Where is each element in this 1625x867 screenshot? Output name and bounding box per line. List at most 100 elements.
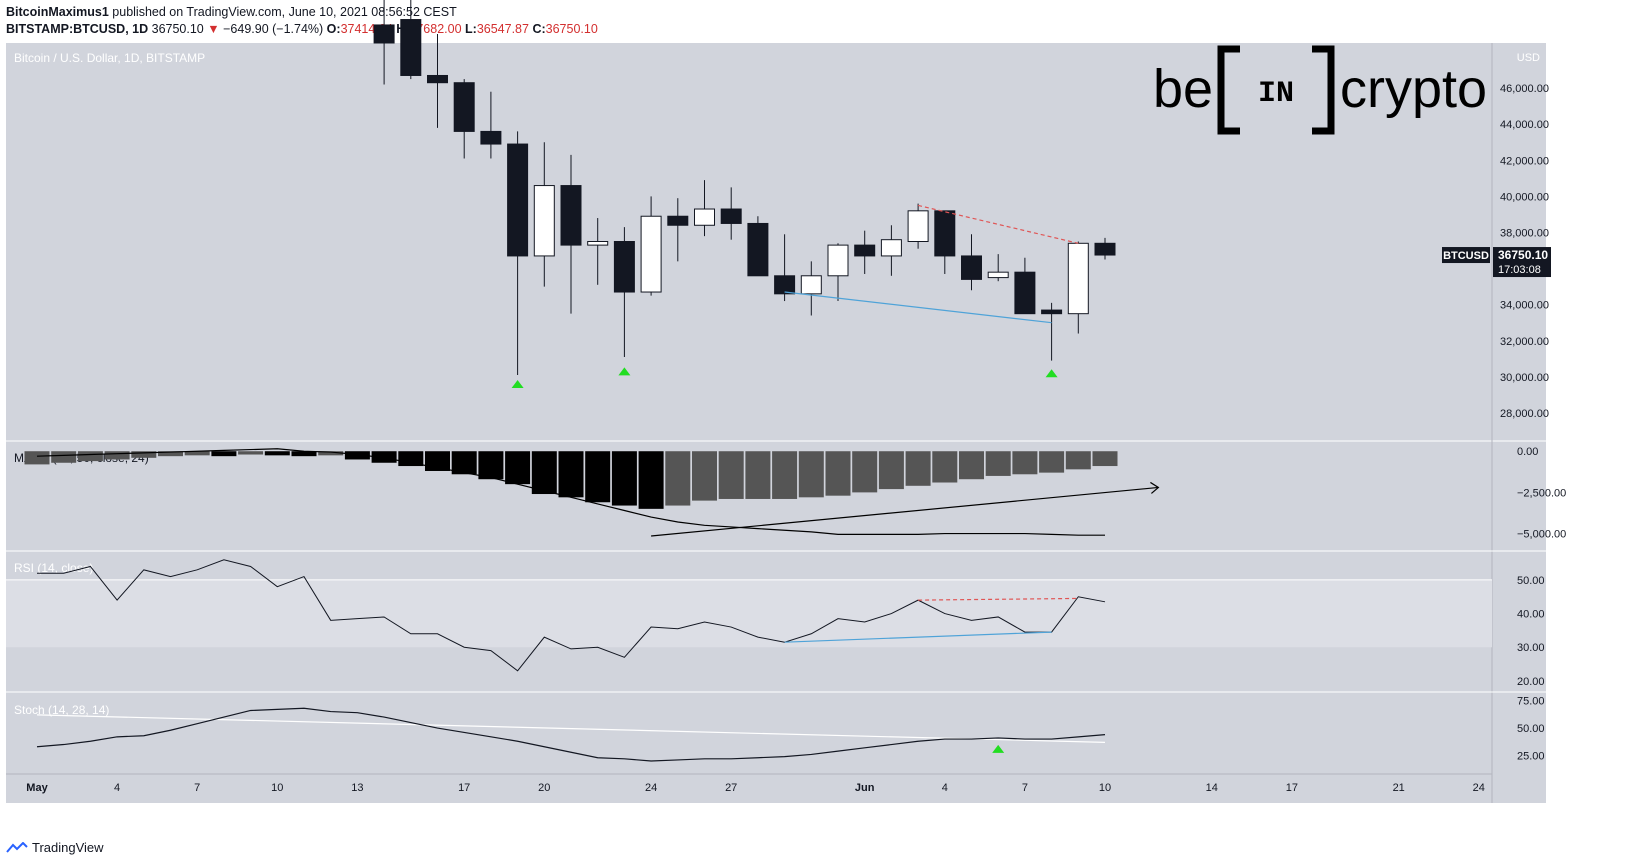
open-label: O: xyxy=(326,22,341,36)
time-tick-label: May xyxy=(26,782,48,794)
price-tick-label: 32,000.00 xyxy=(1500,336,1549,348)
macd-histogram-bar xyxy=(558,451,584,498)
time-tick-label: 4 xyxy=(114,782,120,794)
macd-histogram-bar xyxy=(344,451,370,460)
macd-histogram-bar xyxy=(932,451,958,483)
macd-histogram-bar xyxy=(398,451,424,467)
macd-histogram-bar xyxy=(878,451,904,490)
time-tick-label: Jun xyxy=(855,782,875,794)
price-tag-box xyxy=(1493,247,1551,278)
macd-histogram-bar xyxy=(1092,451,1118,467)
macd-histogram-bar xyxy=(505,451,531,485)
time-tick-label: 21 xyxy=(1393,782,1405,794)
rsi-support-trendline xyxy=(784,631,1052,643)
price-tag: BTCUSD 36750.10 17:03:08 xyxy=(1442,247,1551,278)
candle-body xyxy=(1067,242,1089,315)
time-tick-label: 10 xyxy=(271,782,283,794)
macd-histogram-bar xyxy=(478,451,504,480)
macd-pane[interactable]: MACD (21, 50, close, 24)0.00−2,500.00−5,… xyxy=(6,446,1566,552)
beincrypto-logo: be IN crypto xyxy=(1153,44,1487,136)
macd-histogram-bar xyxy=(772,451,798,499)
price-tick-label: 28,000.00 xyxy=(1500,408,1549,420)
stoch-k-line xyxy=(36,707,1106,762)
rsi-pane[interactable]: RSI (14, close) 20.00 30.00 40.00 50.00 xyxy=(6,559,1546,693)
low-label: L: xyxy=(465,22,477,36)
macd-trendline-arrow xyxy=(651,486,1159,537)
time-tick-label: 14 xyxy=(1206,782,1218,794)
rsi-tick-label: 30.00 xyxy=(1517,642,1545,654)
candle-body xyxy=(427,74,448,84)
price-tick-label: 42,000.00 xyxy=(1500,155,1549,167)
price-change: −649.90 (−1.74%) xyxy=(223,22,324,36)
down-arrow-icon: ▼ xyxy=(207,22,220,36)
macd-histogram-bar xyxy=(238,451,264,455)
time-tick-label: 27 xyxy=(725,782,737,794)
candle-body xyxy=(373,24,395,44)
macd-histogram-bar xyxy=(318,451,344,456)
footer-brand[interactable]: TradingView xyxy=(32,840,104,855)
price-tick-label: 30,000.00 xyxy=(1500,372,1549,384)
rsi-line xyxy=(37,559,1106,672)
logo-text-right: crypto xyxy=(1340,59,1487,119)
stoch-title: Stoch (14, 28, 14) xyxy=(14,703,109,717)
candle-body xyxy=(1014,271,1036,315)
macd-histogram-bar xyxy=(264,451,290,456)
candle-body xyxy=(667,215,689,226)
candle-body xyxy=(854,244,876,257)
macd-histogram-bar xyxy=(451,451,477,475)
macd-histogram-bar xyxy=(77,451,103,462)
rsi-resistance-trendline xyxy=(918,597,1079,601)
macd-histogram-bar xyxy=(158,451,183,457)
time-tick-label: 17 xyxy=(1286,782,1298,794)
stoch-bullish-marker xyxy=(992,744,1005,753)
time-tick-label: 17 xyxy=(458,782,470,794)
price-tag-symbol-box xyxy=(1442,247,1490,264)
candle-body xyxy=(907,210,929,242)
candle-body xyxy=(560,185,582,246)
macd-tick-label: 0.00 xyxy=(1517,446,1538,458)
price-tag-countdown: 17:03:08 xyxy=(1498,264,1541,276)
candle-body xyxy=(827,244,849,277)
stoch-pane[interactable]: Stoch (14, 28, 14) 25.00 50.00 75.00 xyxy=(14,696,1545,763)
logo-text-left: be xyxy=(1153,59,1213,119)
candle-body xyxy=(453,82,475,132)
close-value: 36750.10 xyxy=(545,22,598,36)
stoch-tick-label: 50.00 xyxy=(1517,723,1545,735)
support-trendline xyxy=(784,291,1052,324)
time-axis[interactable]: May 4 7 10 13 17 20 24 27 Jun 4 7 10 14 17 21 24 xyxy=(6,773,1492,794)
bullish-arrow-marker xyxy=(1045,369,1058,378)
price-tag-price: 36750.10 xyxy=(1498,248,1548,262)
close-label: C: xyxy=(532,22,546,36)
macd-histogram-bar xyxy=(531,451,557,495)
macd-histogram-bar xyxy=(104,451,130,460)
candle-body xyxy=(640,215,662,293)
macd-histogram-bar xyxy=(211,451,237,457)
time-tick-label: 10 xyxy=(1099,782,1111,794)
price-pane[interactable]: Bitcoin / U.S. Dollar, 1D, BITSTAMP USD 28… xyxy=(6,0,1551,803)
macd-histogram-bar xyxy=(1012,451,1038,475)
macd-histogram-bar xyxy=(852,451,878,493)
low-value: 36547.87 xyxy=(476,22,529,36)
macd-histogram-bar xyxy=(131,451,157,458)
macd-tick-label: −2,500.00 xyxy=(1517,487,1566,499)
bullish-arrow-marker xyxy=(618,367,631,376)
price-tick-label: 46,000.00 xyxy=(1500,83,1549,95)
candle-body xyxy=(480,130,502,145)
macd-histogram-bar xyxy=(51,451,77,463)
macd-histogram-bar xyxy=(745,451,771,499)
candle-body xyxy=(720,208,742,224)
stoch-tick-label: 75.00 xyxy=(1517,696,1545,708)
last-price: 36750.10 xyxy=(151,22,204,36)
time-tick-label: 4 xyxy=(942,782,948,794)
price-tick-label: 40,000.00 xyxy=(1500,191,1549,203)
candle-body xyxy=(961,255,982,280)
macd-histogram-bar xyxy=(665,451,691,506)
author[interactable]: BitcoinMaximus1 xyxy=(6,5,109,19)
time-tick-label: 24 xyxy=(645,782,657,794)
rsi-tick-label: 20.00 xyxy=(1517,676,1545,688)
candle-body xyxy=(774,275,796,295)
candle-body xyxy=(613,241,635,293)
time-tick-label: 7 xyxy=(1022,782,1028,794)
time-tick-label: 20 xyxy=(538,782,550,794)
